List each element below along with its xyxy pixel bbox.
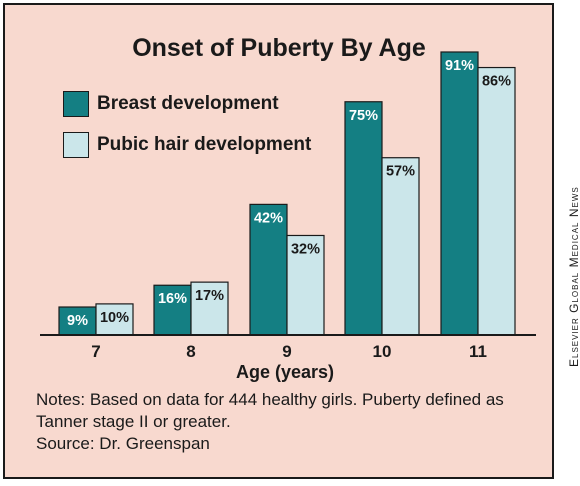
legend-swatch-pubic xyxy=(63,132,89,158)
notes: Notes: Based on data for 444 healthy gir… xyxy=(36,389,536,455)
data-label-breast-9: 42% xyxy=(254,210,283,226)
data-label-breast-11: 91% xyxy=(445,58,474,74)
x-tick-label-10: 10 xyxy=(373,342,392,361)
data-label-breast-7: 9% xyxy=(67,313,88,329)
data-label-pubic-9: 32% xyxy=(291,241,320,257)
x-tick-label-7: 7 xyxy=(91,342,100,361)
data-label-pubic-7: 10% xyxy=(100,310,129,326)
source-line: Source: Dr. Greenspan xyxy=(36,434,210,453)
bar-breast-8 xyxy=(153,284,192,336)
data-label-pubic-10: 57% xyxy=(386,164,415,180)
bar-breast-10 xyxy=(344,101,383,336)
data-label-pubic-8: 17% xyxy=(195,288,224,304)
x-tick-label-9: 9 xyxy=(282,342,291,361)
notes-line-2: Tanner stage II or greater. xyxy=(36,412,231,431)
publisher-credit: Elsevier Global Medical News xyxy=(567,186,580,367)
x-tick-label-8: 8 xyxy=(186,342,195,361)
legend-label-breast: Breast development xyxy=(97,93,279,114)
x-axis-label: Age (years) xyxy=(236,362,334,382)
legend-swatch-breast xyxy=(63,91,89,117)
legend-label-pubic: Pubic hair development xyxy=(97,134,312,155)
bar-pubic-9 xyxy=(286,234,325,336)
bar-pubic-10 xyxy=(381,157,420,336)
bar-pubic-11 xyxy=(477,66,516,336)
bar-breast-11 xyxy=(440,51,479,336)
chart-title: Onset of Puberty By Age xyxy=(132,34,426,62)
bar-pubic-8 xyxy=(190,281,229,336)
notes-line-1: Notes: Based on data for 444 healthy gir… xyxy=(36,390,504,409)
data-label-pubic-11: 86% xyxy=(482,74,511,90)
x-tick-label-11: 11 xyxy=(469,342,487,361)
data-label-breast-10: 75% xyxy=(349,108,378,124)
data-label-breast-8: 16% xyxy=(158,291,187,307)
